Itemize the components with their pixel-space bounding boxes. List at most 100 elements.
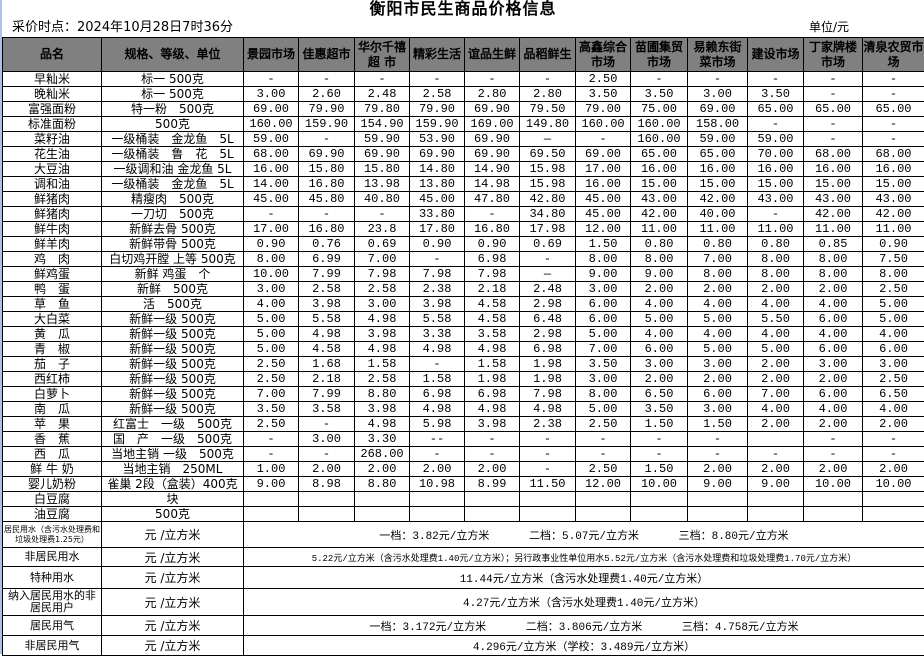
price-cell[interactable]: 8.00 [748,252,804,267]
price-cell[interactable]: 12.00 [576,222,631,237]
price-cell[interactable]: 6.98 [465,387,520,402]
price-cell[interactable]: - [299,207,355,222]
price-cell[interactable]: - [863,117,924,132]
price-cell[interactable]: 69.90 [355,147,410,162]
price-cell[interactable]: 7.98 [520,387,576,402]
price-cell[interactable]: 2.58 [299,282,355,297]
price-cell[interactable]: 159.90 [299,117,355,132]
price-cell[interactable]: 2.50 [576,417,631,432]
product-spec[interactable]: 红富士 一级 500克 [102,417,244,432]
price-cell[interactable]: 42.00 [863,207,924,222]
price-cell[interactable]: - [688,447,748,462]
price-cell[interactable]: 4.98 [355,342,410,357]
price-cell[interactable] [576,492,631,507]
price-cell[interactable] [576,507,631,522]
price-cell[interactable]: 8.99 [465,477,520,492]
price-cell[interactable]: 159.90 [410,117,465,132]
price-cell[interactable]: - [576,132,631,147]
price-cell[interactable]: 2.00 [688,282,748,297]
price-cell[interactable]: — [520,132,576,147]
price-cell[interactable]: - [748,447,804,462]
utility-name[interactable]: 非居民用水 [3,548,102,567]
price-cell[interactable]: 79.00 [576,102,631,117]
price-cell[interactable]: 2.50 [244,357,299,372]
price-cell[interactable]: 70.00 [748,147,804,162]
price-cell[interactable]: 2.98 [520,327,576,342]
price-cell[interactable]: 3.38 [410,327,465,342]
price-cell[interactable]: 68.00 [804,147,863,162]
price-cell[interactable]: 10.00 [863,477,924,492]
price-cell[interactable]: - [576,432,631,447]
product-spec[interactable]: 一级桶装 金龙鱼 5L [102,132,244,147]
utility-name[interactable]: 纳入居民用水的非居民用户 [3,589,102,616]
price-cell[interactable]: 4.58 [465,312,520,327]
price-cell[interactable]: 15.00 [688,177,748,192]
price-cell[interactable]: 10.00 [244,267,299,282]
product-name[interactable]: 黄 瓜 [3,327,102,342]
price-cell[interactable]: - [804,432,863,447]
price-cell[interactable]: 158.00 [688,117,748,132]
price-cell[interactable]: 47.80 [465,192,520,207]
price-cell[interactable]: - [863,447,924,462]
product-name[interactable]: 鲜鸡蛋 [3,267,102,282]
price-cell[interactable]: - [299,132,355,147]
price-cell[interactable]: 5.58 [299,312,355,327]
price-cell[interactable]: 160.00 [244,117,299,132]
price-cell[interactable]: 1.58 [465,357,520,372]
price-cell[interactable]: 14.00 [244,177,299,192]
price-cell[interactable] [299,507,355,522]
price-cell[interactable]: 2.00 [688,462,748,477]
price-cell[interactable]: - [299,447,355,462]
product-name[interactable]: 苹 果 [3,417,102,432]
price-cell[interactable]: 0.69 [355,237,410,252]
price-cell[interactable]: 15.00 [631,177,688,192]
price-cell[interactable]: 8.00 [576,252,631,267]
price-cell[interactable]: - [520,252,576,267]
price-cell[interactable]: 59.00 [688,132,748,147]
price-cell[interactable]: 43.00 [863,192,924,207]
utility-name[interactable]: 非居民用气 [3,636,102,656]
product-spec[interactable]: 雀巢 2段（盒装）400克 [102,477,244,492]
price-cell[interactable]: 43.00 [748,192,804,207]
price-cell[interactable]: - [631,447,688,462]
price-cell[interactable]: 16.00 [244,162,299,177]
price-cell[interactable]: 4.00 [748,327,804,342]
price-cell[interactable]: 69.00 [688,102,748,117]
price-cell[interactable]: 8.80 [355,477,410,492]
price-cell[interactable]: 160.00 [576,117,631,132]
price-cell[interactable]: 149.80 [520,117,576,132]
price-cell[interactable]: 69.90 [299,147,355,162]
product-name[interactable]: 花生油 [3,147,102,162]
price-cell[interactable]: 5.00 [631,312,688,327]
price-cell[interactable]: 45.00 [576,207,631,222]
price-cell[interactable]: 17.80 [410,222,465,237]
price-cell[interactable]: 40.00 [688,207,748,222]
product-spec[interactable]: 特一粉 500克 [102,102,244,117]
price-cell[interactable]: 1.58 [355,357,410,372]
price-cell[interactable]: 3.50 [748,87,804,102]
product-spec[interactable]: 一级桶装 金龙鱼 5L [102,177,244,192]
price-cell[interactable]: 34.80 [520,207,576,222]
price-cell[interactable]: 7.98 [465,267,520,282]
price-cell[interactable]: 15.00 [804,177,863,192]
price-cell[interactable]: 11.00 [688,222,748,237]
price-cell[interactable]: 6.48 [520,312,576,327]
utility-unit[interactable]: 元 /立方米 [102,567,244,589]
price-cell[interactable] [863,507,924,522]
price-cell[interactable]: 3.50 [576,87,631,102]
price-cell[interactable]: 4.98 [355,417,410,432]
product-name[interactable]: 大白菜 [3,312,102,327]
price-cell[interactable] [631,507,688,522]
product-spec[interactable]: 白切鸡开膛 上等 500克 [102,252,244,267]
product-name[interactable]: 西红柿 [3,372,102,387]
price-cell[interactable]: 2.00 [748,357,804,372]
price-cell[interactable]: 8.00 [631,252,688,267]
price-cell[interactable]: 6.98 [410,387,465,402]
price-cell[interactable]: 45.00 [244,192,299,207]
price-cell[interactable]: 79.50 [520,102,576,117]
price-cell[interactable]: 7.00 [748,387,804,402]
price-cell[interactable]: 4.00 [688,297,748,312]
price-cell[interactable]: 4.00 [244,297,299,312]
price-cell[interactable]: 10.00 [804,477,863,492]
utility-price[interactable]: 4.27元/立方米（含污水处理费1.40元/立方米） [244,589,924,616]
